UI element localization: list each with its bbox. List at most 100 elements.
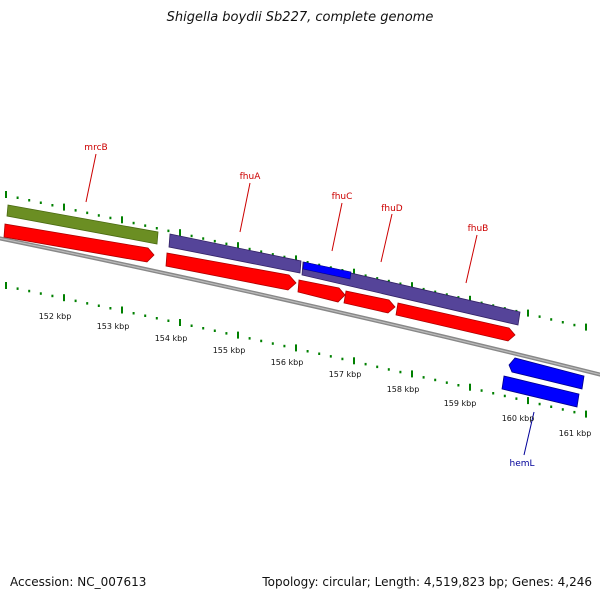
minor-tick — [225, 242, 228, 246]
kbp-label: 160 kbp — [502, 414, 535, 423]
minor-tick — [480, 389, 483, 392]
gene-label-mrcB: mrcB — [84, 143, 107, 153]
minor-tick — [283, 255, 286, 259]
gene-label-fhuB: fhuB — [468, 224, 489, 234]
major-tick — [469, 383, 471, 391]
minor-tick — [97, 214, 100, 217]
feature-blue-fhuC — [302, 261, 352, 280]
minor-tick — [283, 344, 286, 348]
minor-tick — [573, 410, 576, 414]
map-title: Shigella boydii Sb227, complete genome — [166, 10, 434, 25]
minor-tick — [561, 408, 564, 411]
major-tick — [63, 203, 65, 211]
feature-olive-mrcB — [6, 204, 159, 245]
minor-tick — [550, 318, 553, 321]
major-tick — [179, 319, 181, 326]
minor-tick — [271, 342, 274, 345]
cds-arrow-fhuA — [165, 252, 297, 291]
major-tick — [585, 323, 587, 331]
minor-tick — [39, 292, 42, 295]
gene-label-fhuA: fhuA — [240, 172, 262, 182]
gene-label-fhuD: fhuD — [381, 204, 403, 214]
major-tick — [63, 294, 65, 302]
major-tick — [121, 216, 123, 224]
minor-tick — [51, 204, 54, 207]
minor-tick — [376, 365, 379, 369]
minor-tick — [39, 201, 42, 204]
kbp-label: 161 kbp — [559, 429, 592, 438]
minor-tick — [190, 324, 193, 327]
minor-tick — [306, 261, 309, 264]
major-tick — [353, 357, 355, 365]
minor-tick — [109, 216, 112, 220]
kbp-label: 154 kbp — [155, 334, 188, 343]
major-tick — [469, 295, 471, 303]
minor-tick — [538, 402, 541, 406]
cds-arrow-fhuC — [297, 279, 346, 303]
major-tick — [237, 331, 239, 339]
minor-tick — [16, 287, 19, 290]
cds-arrow-mrcB — [3, 223, 155, 263]
minor-tick — [573, 323, 576, 327]
major-tick — [527, 309, 529, 317]
minor-tick — [503, 394, 506, 398]
major-tick — [295, 344, 297, 352]
major-tick — [237, 242, 239, 250]
minor-tick — [16, 196, 19, 199]
accession-text: Accession: NC_007613 — [10, 575, 147, 589]
genome-summary-text: Topology: circular; Length: 4,519,823 bp… — [262, 575, 592, 589]
minor-tick — [561, 321, 564, 324]
minor-tick — [457, 296, 460, 299]
major-tick — [411, 282, 413, 290]
feature-purple-fhuCDB — [301, 261, 521, 326]
minor-tick — [225, 332, 228, 335]
major-tick — [179, 229, 181, 237]
minor-tick — [306, 350, 309, 353]
gene-label-hemL: hemL — [509, 459, 534, 469]
cds-arrow-fhuB — [395, 302, 516, 342]
major-tick — [527, 397, 529, 405]
minor-tick — [445, 381, 448, 384]
minor-tick — [74, 299, 77, 303]
genome-backbone-highlight — [0, 237, 600, 376]
cds-arrow-hemL-1 — [508, 357, 585, 390]
leader-line-mrcB — [85, 153, 97, 203]
minor-tick — [318, 352, 321, 355]
minor-tick — [260, 250, 263, 253]
minor-tick — [376, 277, 379, 280]
kbp-label: 155 kbp — [213, 346, 246, 355]
minor-tick — [399, 370, 402, 374]
minor-tick — [155, 227, 158, 230]
leader-line-fhuA — [239, 182, 251, 233]
cds-arrow-hemL-2 — [501, 375, 580, 408]
kbp-label: 159 kbp — [444, 399, 477, 408]
minor-tick — [248, 337, 251, 340]
minor-tick — [213, 329, 216, 332]
major-tick — [5, 191, 7, 198]
kbp-label: 153 kbp — [97, 322, 130, 331]
cds-arrow-fhuD — [343, 290, 396, 314]
minor-tick — [538, 315, 541, 318]
minor-tick — [445, 293, 448, 296]
minor-tick — [51, 294, 54, 298]
minor-tick — [28, 289, 31, 293]
minor-tick — [86, 211, 89, 215]
minor-tick — [132, 221, 135, 225]
major-tick — [411, 370, 413, 378]
major-tick — [353, 268, 355, 276]
minor-tick — [341, 357, 344, 361]
minor-tick — [550, 405, 553, 408]
minor-tick — [260, 339, 263, 343]
minor-tick — [422, 287, 425, 291]
genome-backbone — [0, 236, 600, 377]
minor-tick — [492, 392, 495, 395]
minor-tick — [399, 282, 402, 285]
minor-tick — [434, 290, 437, 294]
lower-tick-row — [5, 282, 587, 418]
minor-tick — [202, 327, 205, 330]
minor-tick — [213, 239, 216, 243]
minor-tick — [271, 253, 274, 256]
gene-label-fhuC: fhuC — [332, 192, 353, 202]
